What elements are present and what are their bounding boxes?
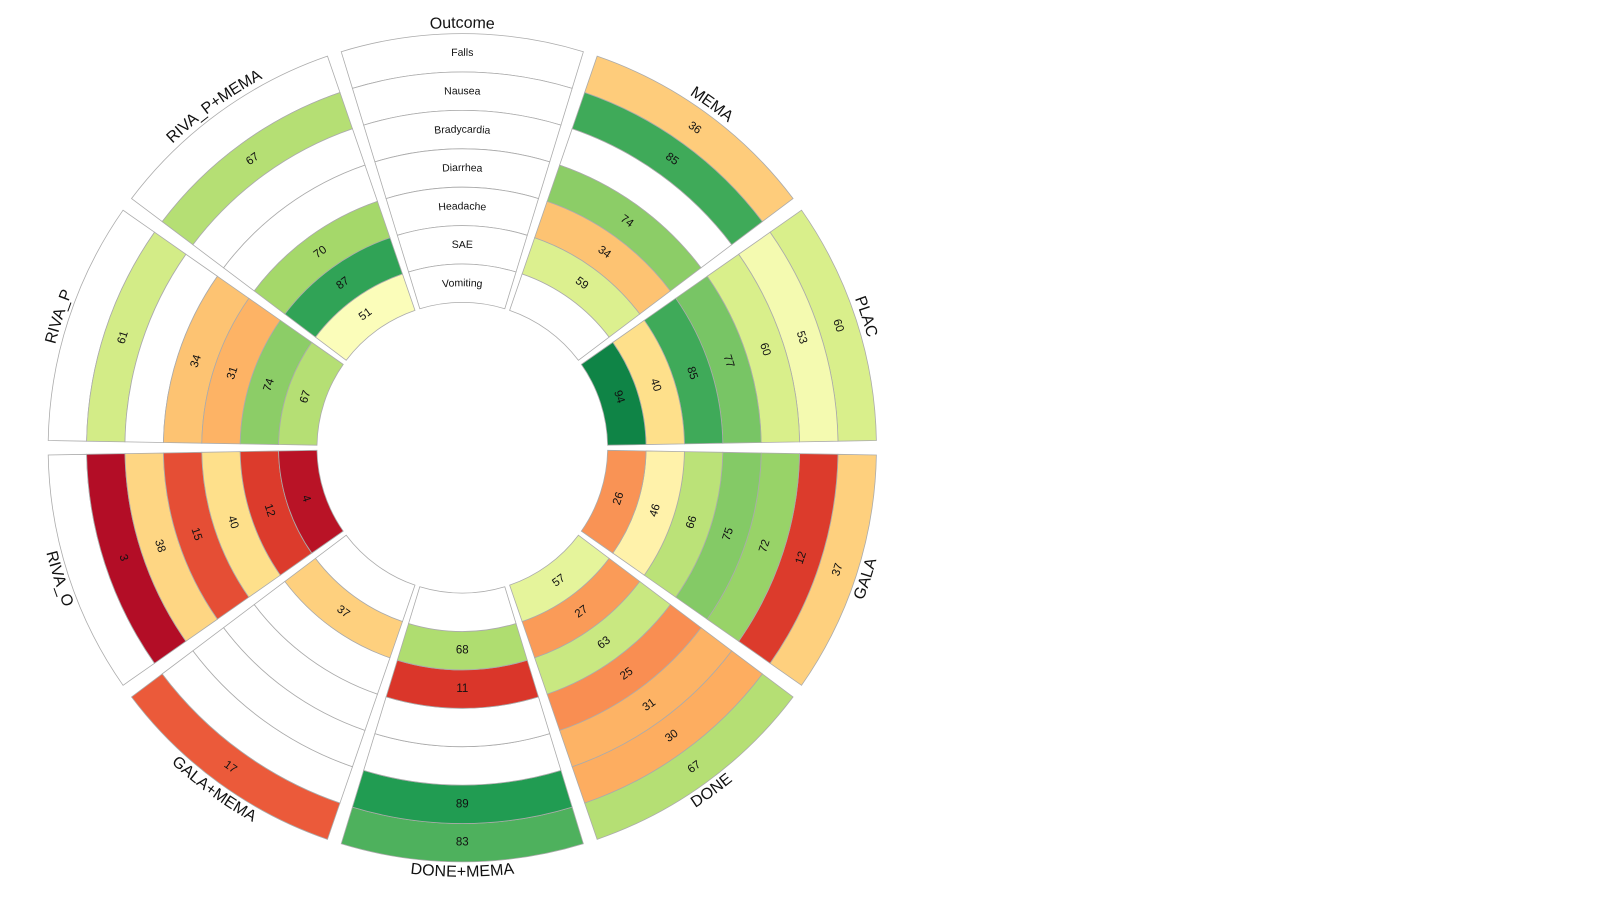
svg-text:46: 46 — [648, 503, 663, 519]
svg-text:Diarrhea: Diarrhea — [442, 162, 483, 175]
svg-text:Falls: Falls — [451, 47, 473, 59]
svg-text:Vomiting: Vomiting — [442, 277, 484, 290]
svg-text:26: 26 — [611, 491, 626, 507]
svg-text:3: 3 — [117, 553, 130, 563]
svg-text:60: 60 — [830, 318, 845, 334]
svg-text:11: 11 — [456, 683, 468, 695]
svg-text:77: 77 — [721, 353, 736, 369]
svg-text:Nausea: Nausea — [444, 85, 481, 97]
svg-text:40: 40 — [225, 514, 240, 530]
svg-text:66: 66 — [684, 514, 699, 530]
svg-text:12: 12 — [794, 550, 809, 566]
svg-text:34: 34 — [189, 353, 205, 369]
svg-text:60: 60 — [757, 342, 772, 358]
svg-text:SAE: SAE — [452, 239, 473, 251]
svg-text:83: 83 — [456, 837, 469, 849]
svg-text:40: 40 — [648, 377, 663, 393]
svg-text:DONE+MEMA: DONE+MEMA — [410, 861, 516, 881]
svg-text:Bradycardia: Bradycardia — [434, 124, 491, 137]
svg-text:15: 15 — [189, 526, 204, 542]
svg-text:72: 72 — [757, 538, 772, 554]
svg-text:61: 61 — [116, 330, 131, 346]
svg-text:38: 38 — [152, 538, 167, 554]
svg-text:94: 94 — [611, 389, 627, 405]
svg-text:53: 53 — [794, 330, 809, 346]
svg-text:74: 74 — [262, 377, 278, 393]
svg-text:12: 12 — [262, 503, 277, 519]
svg-text:4: 4 — [299, 494, 313, 504]
svg-text:31: 31 — [225, 365, 240, 381]
svg-text:75: 75 — [721, 526, 736, 542]
svg-text:89: 89 — [456, 798, 469, 810]
svg-text:Headache: Headache — [438, 200, 487, 213]
svg-text:Outcome: Outcome — [429, 15, 495, 33]
svg-text:67: 67 — [298, 389, 313, 405]
svg-text:68: 68 — [456, 645, 469, 657]
svg-text:85: 85 — [684, 365, 699, 381]
svg-text:37: 37 — [830, 562, 845, 578]
